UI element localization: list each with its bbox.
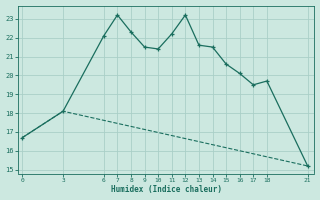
X-axis label: Humidex (Indice chaleur): Humidex (Indice chaleur) bbox=[111, 185, 222, 194]
